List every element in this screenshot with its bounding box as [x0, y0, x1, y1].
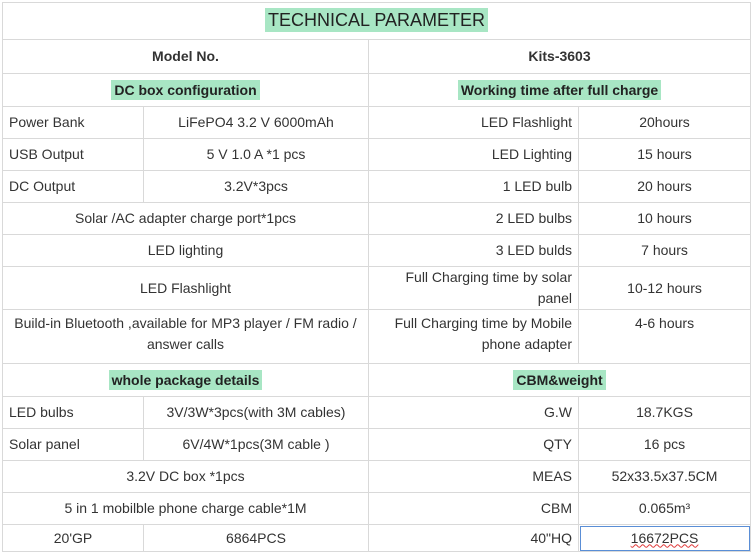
- dc-merged-cell[interactable]: Build-in Bluetooth ,available for MP3 pl…: [2, 309, 369, 364]
- work-label-cell[interactable]: LED Flashlight: [368, 106, 579, 139]
- table-row: 20'GP 6864PCS 40"HQ 16672PCS: [2, 524, 752, 552]
- work-label-cell[interactable]: Full Charging time by Mobile phone adapt…: [368, 309, 579, 364]
- section-working-time-title: Working time after full charge: [457, 79, 662, 100]
- work-value-cell[interactable]: 15 hours: [577, 138, 752, 171]
- package-value-cell[interactable]: 3V/3W*3pcs(with 3M cables): [143, 396, 369, 429]
- section-dc-box-cell[interactable]: DC box configuration: [2, 73, 369, 107]
- dc-label-cell[interactable]: DC Output: [2, 170, 144, 203]
- work-label-cell[interactable]: 3 LED bulds: [368, 234, 579, 267]
- work-value-cell[interactable]: 10 hours: [577, 202, 752, 235]
- cbm-value-cell[interactable]: 16 pcs: [577, 428, 752, 461]
- model-value-cell[interactable]: Kits-3603: [367, 39, 752, 74]
- section-package-title: whole package details: [108, 369, 263, 390]
- work-label-cell[interactable]: 1 LED bulb: [368, 170, 579, 203]
- table-row: LED Flashlight Full Charging time by sol…: [2, 266, 752, 310]
- container-20gp-value-cell[interactable]: 6864PCS: [143, 524, 369, 552]
- dc-value-cell[interactable]: 3.2V*3pcs: [143, 170, 369, 203]
- title-row: TECHNICAL PARAMETER: [1, 2, 752, 40]
- dc-value-cell[interactable]: LiFePO4 3.2 V 6000mAh: [143, 106, 369, 139]
- work-value-cell[interactable]: 10-12 hours: [577, 266, 752, 310]
- cbm-label-cell[interactable]: CBM: [368, 492, 579, 525]
- package-value-cell[interactable]: 6V/4W*1pcs(3M cable ): [143, 428, 369, 461]
- table-row: Solar /AC adapter charge port*1pcs 2 LED…: [2, 202, 752, 235]
- table-row: Build-in Bluetooth ,available for MP3 pl…: [2, 309, 752, 364]
- work-label-cell[interactable]: 2 LED bulbs: [368, 202, 579, 235]
- section-dc-box-title: DC box configuration: [111, 79, 260, 100]
- package-label-cell[interactable]: LED bulbs: [2, 396, 144, 429]
- cbm-value-cell[interactable]: 52x33.5x37.5CM: [577, 460, 752, 493]
- work-value-cell[interactable]: 20 hours: [577, 170, 752, 203]
- section-row-1: DC box configuration Working time after …: [2, 73, 752, 107]
- dc-merged-cell[interactable]: LED Flashlight: [2, 266, 369, 310]
- section-working-time-cell[interactable]: Working time after full charge: [367, 73, 752, 107]
- table-row: Solar panel 6V/4W*1pcs(3M cable ) QTY 16…: [2, 428, 752, 461]
- model-row: Model No. Kits-3603: [2, 39, 752, 74]
- section-cbm-cell[interactable]: CBM&weight: [367, 363, 752, 397]
- package-label-cell[interactable]: Solar panel: [2, 428, 144, 461]
- table-row: USB Output 5 V 1.0 A *1 pcs LED Lighting…: [2, 138, 752, 171]
- cbm-value-cell[interactable]: 18.7KGS: [577, 396, 752, 429]
- table-row: 3.2V DC box *1pcs MEAS 52x33.5x37.5CM: [2, 460, 752, 493]
- section-cbm-title: CBM&weight: [513, 369, 606, 390]
- dc-value-cell[interactable]: 5 V 1.0 A *1 pcs: [143, 138, 369, 171]
- table-row: Power Bank LiFePO4 3.2 V 6000mAh LED Fla…: [2, 106, 752, 139]
- work-value-cell[interactable]: 4-6 hours: [577, 309, 752, 364]
- dc-label-cell[interactable]: Power Bank: [2, 106, 144, 139]
- work-label-cell[interactable]: LED Lighting: [368, 138, 579, 171]
- cbm-label-cell[interactable]: G.W: [368, 396, 579, 429]
- title-cell[interactable]: TECHNICAL PARAMETER: [1, 2, 752, 40]
- container-40hq-value-cell[interactable]: 16672PCS: [577, 524, 752, 552]
- cbm-label-cell[interactable]: QTY: [368, 428, 579, 461]
- package-merged-cell[interactable]: 5 in 1 mobilble phone charge cable*1M: [2, 492, 369, 525]
- work-value-cell[interactable]: 7 hours: [577, 234, 752, 267]
- section-package-cell[interactable]: whole package details: [2, 363, 369, 397]
- cbm-value-cell[interactable]: 0.065m³: [577, 492, 752, 525]
- section-row-2: whole package details CBM&weight: [2, 363, 752, 397]
- container-40hq-value: 16672PCS: [630, 529, 699, 546]
- dc-merged-cell[interactable]: LED lighting: [2, 234, 369, 267]
- container-40hq-label-cell[interactable]: 40"HQ: [368, 524, 579, 552]
- table-title: TECHNICAL PARAMETER: [265, 8, 489, 32]
- table-row: LED lighting 3 LED bulds 7 hours: [2, 234, 752, 267]
- dc-label-cell[interactable]: USB Output: [2, 138, 144, 171]
- container-20gp-label-cell[interactable]: 20'GP: [2, 524, 144, 552]
- work-value-cell[interactable]: 20hours: [577, 106, 752, 139]
- table-row: DC Output 3.2V*3pcs 1 LED bulb 20 hours: [2, 170, 752, 203]
- table-row: LED bulbs 3V/3W*3pcs(with 3M cables) G.W…: [2, 396, 752, 429]
- dc-merged-cell[interactable]: Solar /AC adapter charge port*1pcs: [2, 202, 369, 235]
- table-row: 5 in 1 mobilble phone charge cable*1M CB…: [2, 492, 752, 525]
- cbm-label-cell[interactable]: MEAS: [368, 460, 579, 493]
- package-merged-cell[interactable]: 3.2V DC box *1pcs: [2, 460, 369, 493]
- work-label-cell[interactable]: Full Charging time by solar panel: [368, 266, 579, 310]
- model-label-cell[interactable]: Model No.: [2, 39, 369, 74]
